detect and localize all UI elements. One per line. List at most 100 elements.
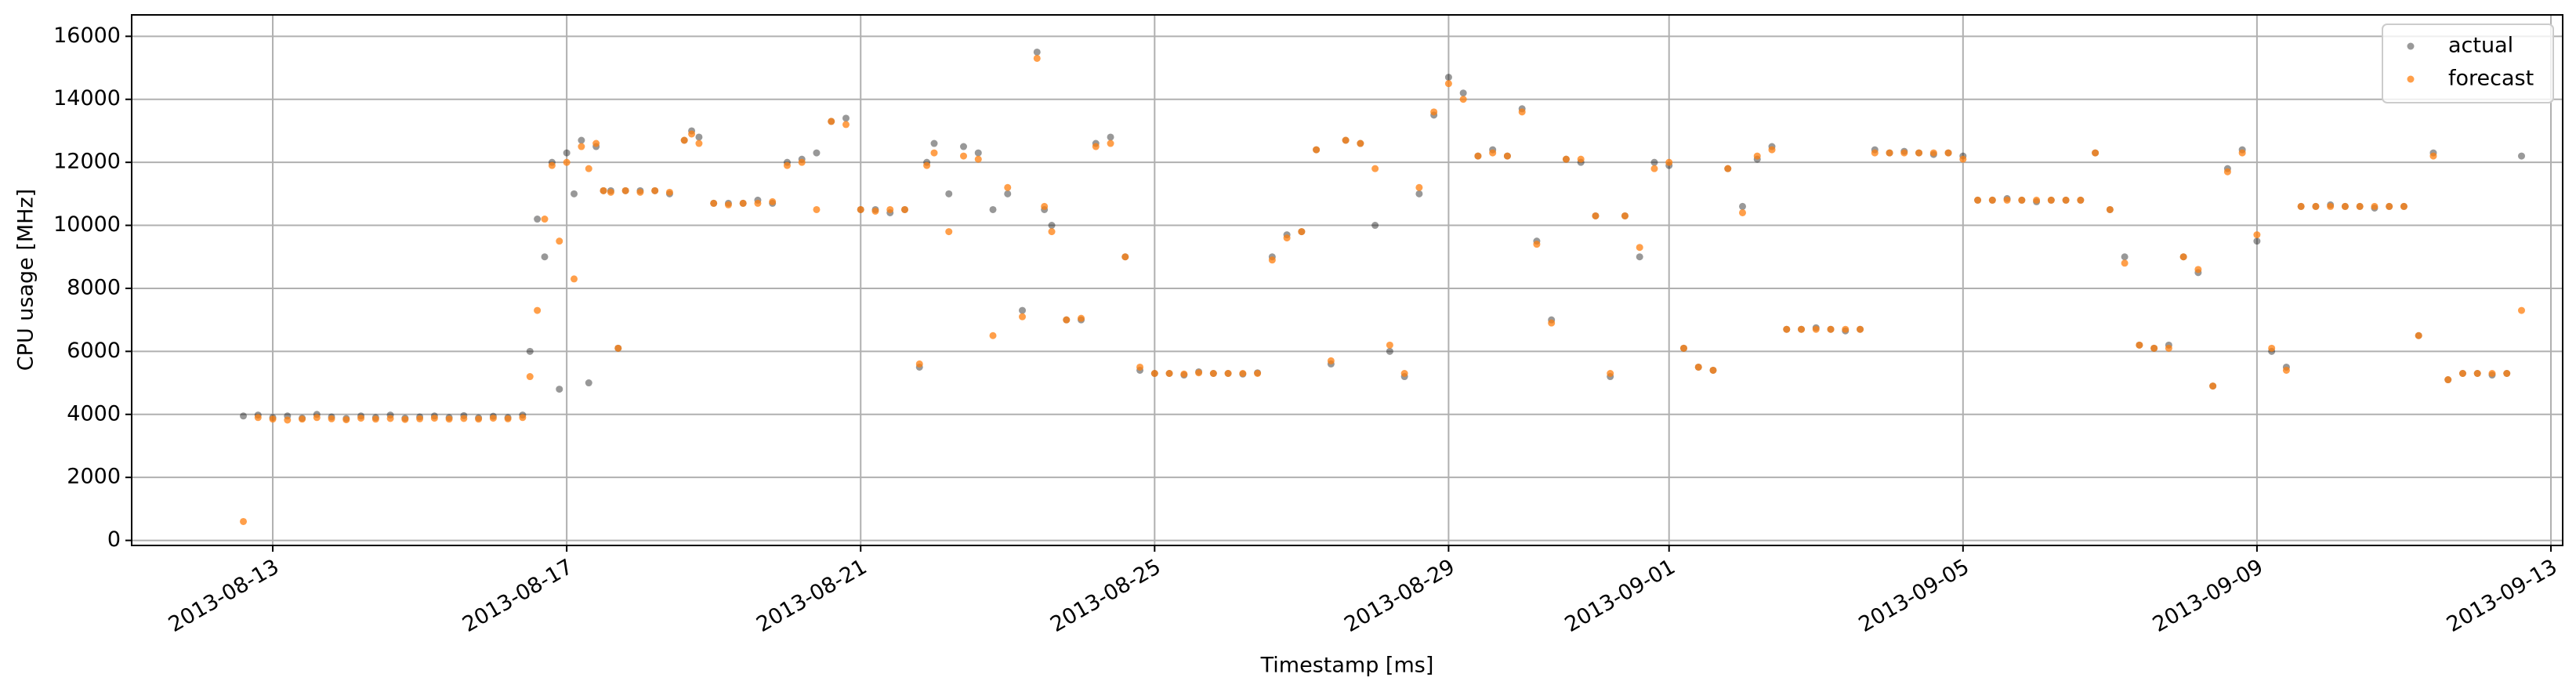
point — [1004, 183, 1012, 191]
point — [614, 344, 622, 352]
point — [386, 415, 394, 422]
point — [578, 136, 585, 144]
point — [2341, 202, 2349, 210]
point — [1180, 370, 1188, 378]
point — [1048, 222, 1056, 230]
point — [1798, 325, 1806, 333]
point — [1489, 149, 1497, 157]
point — [526, 347, 534, 355]
point — [886, 205, 894, 213]
point — [871, 207, 879, 215]
point — [556, 386, 563, 393]
x-tick-label: 2013-08-17 — [458, 555, 577, 637]
point — [1209, 369, 1217, 377]
point — [974, 155, 982, 163]
point — [2327, 202, 2335, 210]
point — [1518, 108, 1526, 116]
point — [2150, 344, 2158, 352]
point — [2415, 332, 2422, 339]
point — [1386, 341, 1393, 349]
point — [284, 416, 292, 424]
point — [1400, 369, 1408, 377]
legend-box — [2382, 24, 2554, 103]
point — [783, 161, 791, 169]
point — [1041, 202, 1049, 210]
point — [254, 414, 262, 422]
y-tick-label: 6000 — [67, 339, 121, 363]
point — [1959, 155, 1967, 163]
point — [2165, 344, 2172, 352]
point — [1150, 369, 1158, 377]
point — [541, 253, 549, 261]
point — [1738, 208, 1746, 216]
point — [504, 415, 512, 422]
point — [1679, 344, 1687, 352]
point — [1459, 89, 1467, 97]
point — [1415, 183, 1423, 191]
y-tick-label: 4000 — [67, 401, 121, 426]
point — [2517, 152, 2525, 160]
point — [571, 275, 578, 283]
point — [1357, 139, 1364, 147]
point — [2503, 369, 2511, 377]
point — [665, 188, 673, 196]
point — [2121, 259, 2129, 267]
point — [930, 139, 938, 147]
point — [2253, 231, 2261, 239]
point — [342, 416, 350, 424]
point — [600, 187, 607, 194]
point — [960, 143, 968, 150]
point — [578, 143, 585, 150]
point — [1812, 325, 1820, 333]
point — [1165, 369, 1173, 377]
y-tick-label: 10000 — [53, 212, 121, 237]
point — [430, 415, 438, 422]
point — [1753, 152, 1761, 160]
x-tick-label: 2013-08-29 — [1340, 555, 1458, 637]
x-axis-label: Timestamp [ms] — [1260, 654, 1434, 678]
point — [1048, 228, 1056, 236]
y-tick-label: 0 — [107, 527, 121, 552]
point — [1107, 139, 1114, 147]
point — [2194, 266, 2202, 274]
point — [571, 190, 578, 197]
point — [357, 415, 365, 422]
point — [695, 133, 703, 141]
point — [1842, 325, 1850, 333]
point — [299, 415, 306, 423]
point — [2517, 306, 2525, 314]
point — [842, 121, 850, 129]
point — [1224, 369, 1232, 377]
point — [1121, 253, 1129, 261]
x-tick-label: 2013-08-13 — [165, 555, 283, 637]
point — [621, 187, 629, 194]
point — [1871, 149, 1879, 157]
point — [534, 216, 542, 223]
point — [2136, 341, 2143, 349]
point — [1415, 190, 1423, 197]
point — [2003, 196, 2011, 204]
point — [328, 415, 335, 422]
point — [857, 205, 864, 213]
point — [269, 415, 277, 423]
point — [1694, 363, 1702, 371]
point — [798, 158, 806, 166]
point — [2473, 369, 2481, 377]
point — [1636, 253, 1643, 261]
point — [1254, 369, 1262, 377]
y-tick-label: 14000 — [53, 86, 121, 111]
point — [1092, 143, 1100, 150]
point — [1136, 363, 1144, 371]
point — [2297, 202, 2305, 210]
point — [1283, 234, 1291, 242]
legend-label: forecast — [2448, 67, 2534, 91]
x-tick-label: 2013-09-09 — [2149, 555, 2267, 637]
point — [541, 216, 549, 223]
point — [900, 205, 908, 213]
point — [1195, 369, 1203, 377]
point — [974, 149, 982, 157]
point — [1342, 136, 1350, 144]
point — [1577, 155, 1585, 163]
legend-marker — [2407, 75, 2415, 83]
point — [724, 201, 732, 208]
